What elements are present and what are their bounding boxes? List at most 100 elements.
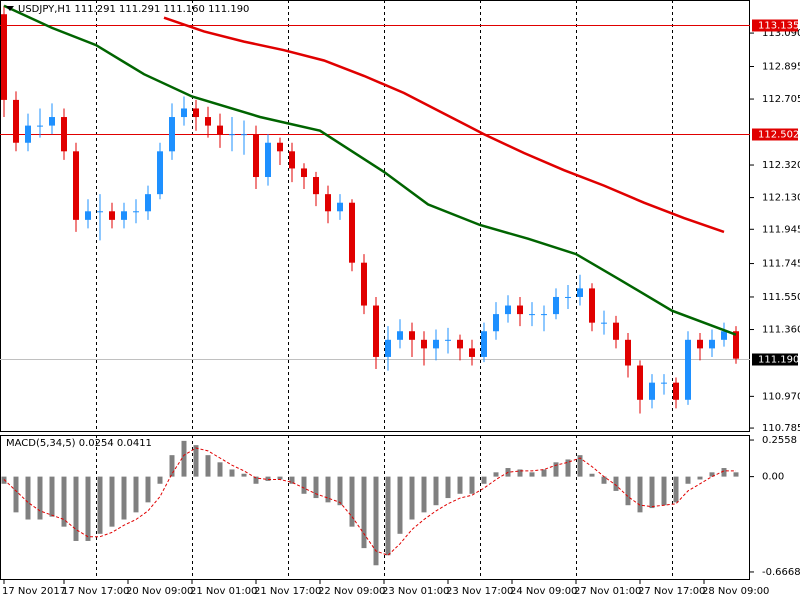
candle-body [313, 177, 319, 195]
candle-body [433, 339, 439, 349]
macd-bar [661, 476, 667, 506]
candle-body [157, 151, 163, 195]
macd-bar [445, 476, 451, 499]
macd-bar [433, 476, 439, 506]
macd-bar [313, 476, 319, 499]
main-plot [0, 0, 750, 432]
candle-body [673, 382, 679, 400]
candle-body [49, 117, 55, 126]
y-tick-label: -0.6668 [762, 567, 800, 578]
y-tick-label: 110.785 [762, 423, 800, 434]
x-tick-label: 20 Nov 09:00 [126, 586, 193, 597]
macd-bar [613, 476, 619, 491]
x-tick-label: 17 Nov 2017 [2, 586, 66, 597]
macd-bar [385, 476, 391, 556]
y-tick-label: 0.00 [762, 472, 784, 483]
x-tick-label: 22 Nov 09:00 [318, 586, 385, 597]
candle-body [445, 339, 451, 341]
macd-bar [565, 459, 571, 477]
price-level-label: 112.502 [758, 130, 799, 141]
macd-bar [97, 476, 103, 534]
candle-body [253, 134, 259, 178]
candle-body [601, 322, 607, 324]
candle-body [517, 305, 523, 315]
price-level-box [752, 128, 798, 141]
macd-plot [1, 435, 739, 580]
signal-line [3, 447, 736, 556]
candle-body [505, 305, 511, 315]
macd-bar [193, 445, 199, 477]
candle-body [289, 151, 295, 169]
macd-bar [241, 473, 247, 477]
candle-body [181, 108, 187, 118]
macd-bar [325, 476, 331, 503]
macd-bar [85, 476, 91, 541]
macd-bar [253, 476, 259, 484]
candle-body [733, 331, 739, 359]
y-tick-label: 112.320 [762, 160, 800, 171]
candle-body [589, 288, 595, 323]
candle-body [553, 296, 559, 315]
candle-body [265, 142, 271, 178]
macd-bar [229, 469, 235, 477]
macd-bar [73, 476, 79, 541]
candle-body [397, 331, 403, 340]
price-level-label: 113.135 [758, 21, 799, 32]
macd-bar [733, 472, 739, 477]
candle-body [625, 339, 631, 366]
macd-bar [625, 476, 631, 506]
candle-body [481, 331, 487, 357]
macd-bar [121, 476, 127, 520]
moving-average [3, 4, 737, 336]
macd-bar [517, 469, 523, 477]
y-tick-label: 111.360 [762, 325, 800, 336]
candle-body [577, 288, 583, 297]
candle-body [493, 314, 499, 332]
candle-body [385, 339, 391, 357]
y-tick-label: 112.130 [762, 193, 800, 204]
x-tick-label: 27 Nov 17:00 [638, 586, 705, 597]
macd-bar [685, 476, 691, 484]
macd-bar [169, 455, 175, 477]
candle-body [421, 339, 427, 349]
macd-bar [289, 476, 295, 484]
candle-body [697, 339, 703, 349]
overlay: 113.090 112.895 112.705 112.320 112.130 111.9… [2, 19, 800, 597]
candle-body [661, 382, 667, 384]
macd-bar [37, 476, 43, 520]
candle-body [217, 125, 223, 135]
x-tick-label: 24 Nov 09:00 [510, 586, 577, 597]
macd-bar [61, 476, 67, 527]
moving-average [163, 16, 725, 234]
candle-body [301, 168, 307, 178]
x-tick-label: 23 Nov 17:00 [446, 586, 513, 597]
macd-bar [145, 476, 151, 503]
x-tick-label: 27 Nov 01:00 [574, 586, 641, 597]
macd-bar [649, 476, 655, 509]
macd-bar [673, 476, 679, 503]
y-tick-label: 110.970 [762, 391, 800, 402]
macd-bar [697, 476, 703, 480]
y-tick-label: 111.550 [762, 292, 800, 303]
macd-bar [397, 476, 403, 534]
candle-body [109, 211, 115, 220]
x-tick-label: 23 Nov 01:00 [382, 586, 449, 597]
candle-body [325, 194, 331, 212]
candle-body [649, 382, 655, 400]
candle-body [277, 142, 283, 152]
macd-bar [349, 476, 355, 527]
macd-bar [541, 469, 547, 477]
x-tick-label: 17 Nov 17:00 [62, 586, 129, 597]
y-tick-label: 111.745 [762, 259, 800, 270]
candle-body [373, 305, 379, 357]
candle-body [121, 211, 127, 220]
candle-body [25, 125, 31, 143]
macd-bar [133, 476, 139, 513]
macd-bar [361, 476, 367, 549]
macd-bar [205, 455, 211, 477]
candle-body [337, 202, 343, 212]
menu-icon[interactable] [6, 6, 14, 11]
candle-body [541, 314, 547, 316]
candle-body [721, 331, 727, 340]
